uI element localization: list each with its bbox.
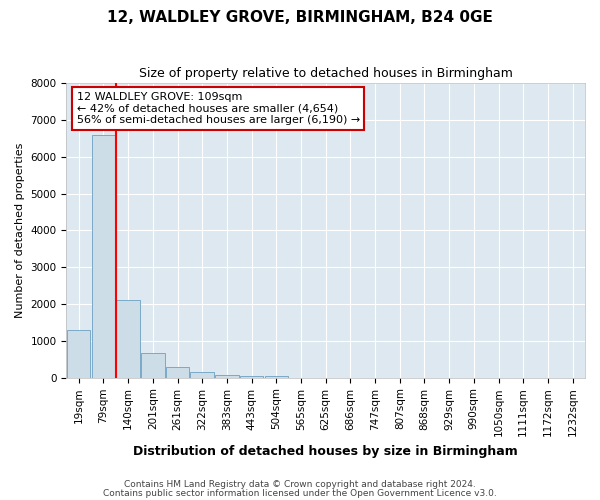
Text: Contains HM Land Registry data © Crown copyright and database right 2024.: Contains HM Land Registry data © Crown c… xyxy=(124,480,476,489)
Bar xyxy=(67,330,91,378)
Bar xyxy=(190,372,214,378)
Bar xyxy=(116,300,140,378)
Bar xyxy=(240,376,263,378)
Bar xyxy=(92,134,115,378)
Text: 12, WALDLEY GROVE, BIRMINGHAM, B24 0GE: 12, WALDLEY GROVE, BIRMINGHAM, B24 0GE xyxy=(107,10,493,25)
Title: Size of property relative to detached houses in Birmingham: Size of property relative to detached ho… xyxy=(139,68,512,80)
Bar xyxy=(215,374,239,378)
Text: Contains public sector information licensed under the Open Government Licence v3: Contains public sector information licen… xyxy=(103,488,497,498)
Bar xyxy=(166,367,189,378)
Bar xyxy=(265,376,288,378)
X-axis label: Distribution of detached houses by size in Birmingham: Distribution of detached houses by size … xyxy=(133,444,518,458)
Bar xyxy=(141,354,164,378)
Y-axis label: Number of detached properties: Number of detached properties xyxy=(15,142,25,318)
Text: 12 WALDLEY GROVE: 109sqm
← 42% of detached houses are smaller (4,654)
56% of sem: 12 WALDLEY GROVE: 109sqm ← 42% of detach… xyxy=(77,92,360,125)
